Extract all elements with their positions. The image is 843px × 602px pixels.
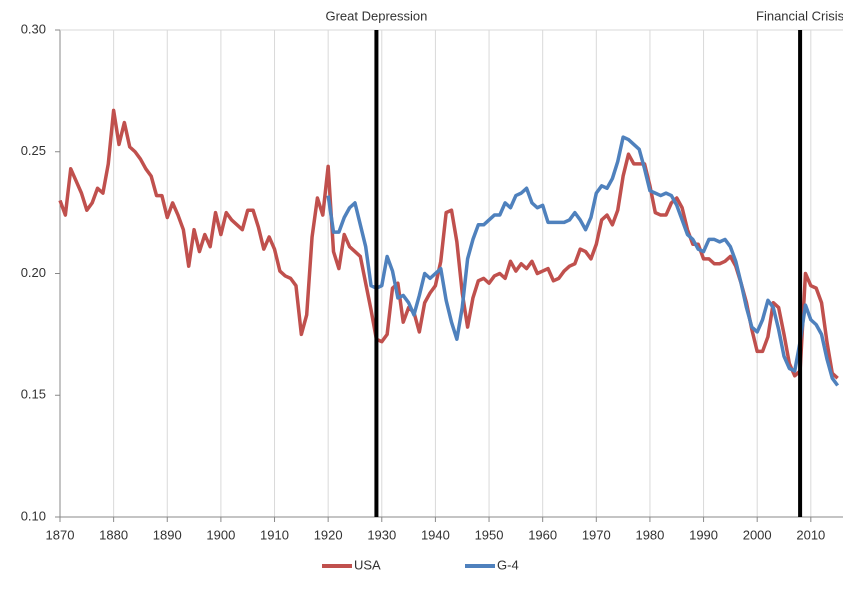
x-tick-label: 2000 [743, 527, 772, 542]
x-tick-label: 1880 [99, 527, 128, 542]
x-tick-label: 1930 [367, 527, 396, 542]
series-line [58, 108, 839, 380]
x-tick-label: 1960 [528, 527, 557, 542]
legend-label: USA [354, 557, 381, 572]
y-tick-label: 0.25 [21, 143, 46, 158]
x-tick-label: 1980 [635, 527, 664, 542]
x-tick-label: 1920 [314, 527, 343, 542]
x-tick-label: 1970 [582, 527, 611, 542]
x-tick-label: 1940 [421, 527, 450, 542]
x-tick-label: 1900 [206, 527, 235, 542]
annotation: Great Depression [325, 8, 427, 23]
y-tick-label: 0.20 [21, 265, 46, 280]
x-tick-label: 1910 [260, 527, 289, 542]
x-tick-label: 1950 [475, 527, 504, 542]
legend-label: G-4 [497, 557, 519, 572]
y-tick-label: 0.10 [21, 508, 46, 523]
annotation: Financial Crisis [756, 8, 843, 23]
x-tick-label: 1870 [46, 527, 75, 542]
y-tick-label: 0.15 [21, 387, 46, 402]
x-tick-label: 1990 [689, 527, 718, 542]
x-tick-label: 1890 [153, 527, 182, 542]
y-tick-label: 0.30 [21, 21, 46, 36]
x-tick-label: 2010 [796, 527, 825, 542]
series-line [326, 135, 840, 387]
